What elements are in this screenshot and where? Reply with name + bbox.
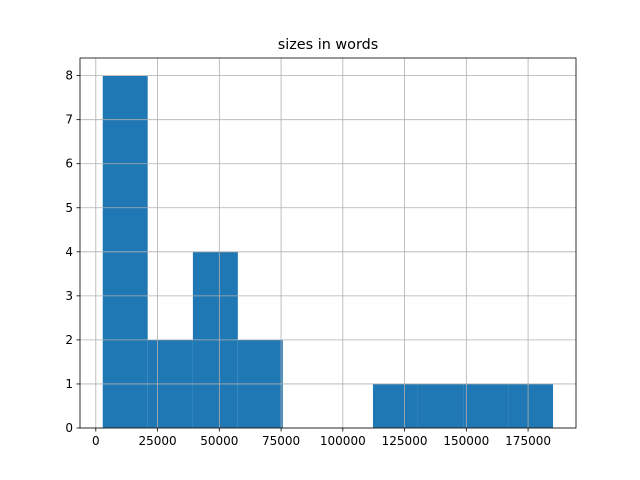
x-tick-label: 125000 xyxy=(382,434,428,448)
chart-title: sizes in words xyxy=(278,37,379,53)
y-tick-label: 8 xyxy=(65,69,73,83)
x-tick-label: 175000 xyxy=(505,434,551,448)
bar xyxy=(417,383,464,428)
bar xyxy=(372,383,418,428)
x-tick-label: 75000 xyxy=(262,434,300,448)
y-tick-label: 6 xyxy=(65,157,73,171)
y-tick-label: 3 xyxy=(65,289,73,303)
y-tick-label: 4 xyxy=(65,245,73,259)
x-tick-label: 0 xyxy=(92,434,100,448)
plot-frame xyxy=(79,57,577,429)
x-tick-label: 25000 xyxy=(138,434,176,448)
x-tick-label: 150000 xyxy=(443,434,489,448)
y-tick-label: 2 xyxy=(65,333,73,347)
y-tick-label: 7 xyxy=(65,113,73,127)
bar xyxy=(508,383,554,428)
x-tick-label: 50000 xyxy=(200,434,238,448)
y-tick-label: 5 xyxy=(65,201,73,215)
y-tick-label: 1 xyxy=(65,377,73,391)
bar xyxy=(463,383,509,428)
y-tick-label: 0 xyxy=(65,421,73,435)
x-tick-label: 100000 xyxy=(320,434,366,448)
